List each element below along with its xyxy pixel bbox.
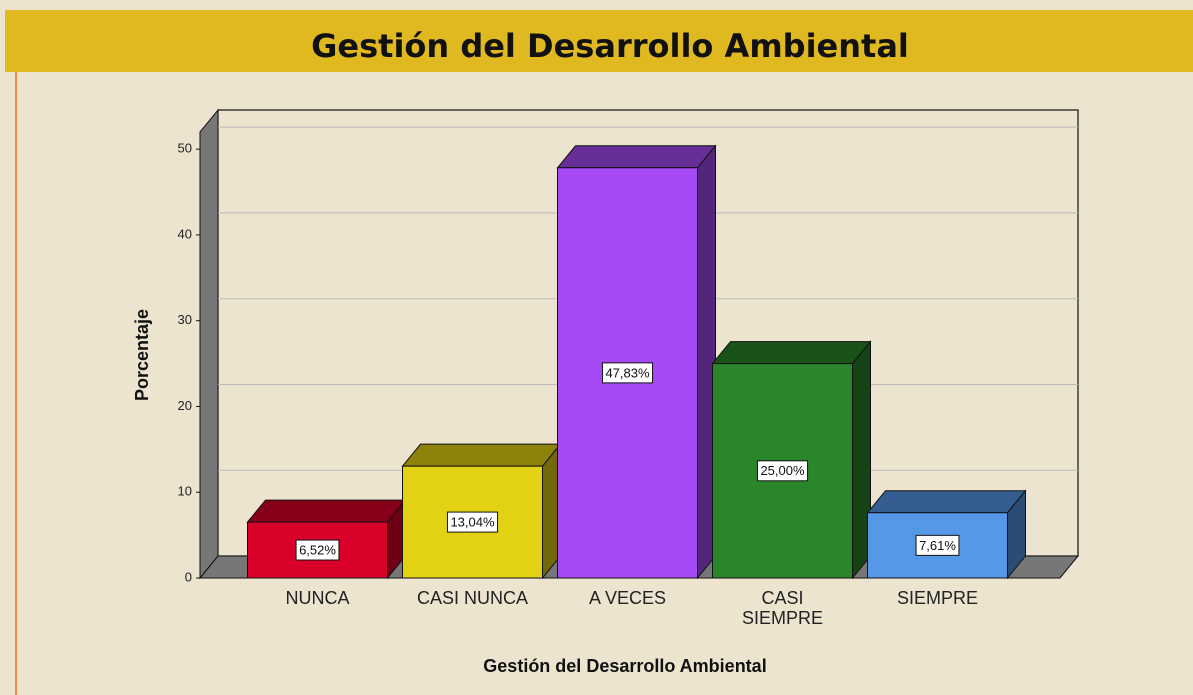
x-tick-label-box: A VECES [588, 588, 667, 608]
x-tick-label-box: CASI NUNCA [416, 588, 528, 608]
value-label-box [601, 362, 654, 384]
x-tick-label: CASI SIEMPRE [741, 588, 824, 628]
bar-top [711, 341, 872, 365]
bar-top [246, 499, 407, 523]
bar-3d: 13,04% [401, 442, 562, 580]
x-tick-label: NUNCA [285, 588, 350, 608]
value-label: 7,61% [919, 538, 956, 553]
bar-top [401, 443, 562, 467]
chart-title: Gestión del Desarrollo Ambiental [311, 27, 909, 65]
value-label-box [446, 511, 499, 533]
x-tick-label-box: NUNCA [285, 588, 350, 608]
bar-3d: 7,61% [866, 489, 1027, 580]
bar-3d: 6,52% [246, 498, 407, 580]
y-tick-label: 40 [178, 226, 192, 241]
left-wall [199, 108, 219, 580]
value-label-box [915, 534, 960, 556]
y-tick-label: 30 [178, 312, 192, 327]
bar-3d: 47,83% [556, 144, 717, 580]
y-tick-label: 50 [178, 141, 192, 156]
value-label: 47,83% [605, 365, 650, 380]
x-tick-label: A VECES [588, 588, 667, 608]
y-tick-label: 10 [178, 484, 192, 499]
x-tick-label-box: SIEMPRE [896, 588, 979, 608]
value-label: 13,04% [450, 515, 495, 530]
bar-top [866, 490, 1027, 514]
bar-top [556, 145, 717, 169]
value-label: 6,52% [299, 542, 336, 557]
y-axis-label: Porcentaje [132, 309, 152, 401]
value-label-box [756, 460, 809, 482]
x-tick-label-box: CASI SIEMPRE [741, 588, 824, 628]
bar-3d: 25,00% [711, 340, 872, 580]
x-tick-label: CASI NUNCA [416, 588, 528, 608]
x-axis-label: Gestión del Desarrollo Ambiental [483, 656, 766, 676]
y-tick-label: 0 [185, 569, 192, 584]
x-tick-label: SIEMPRE [896, 588, 979, 608]
y-tick-label: 20 [178, 398, 192, 413]
title-banner [5, 10, 1193, 72]
value-label-box [295, 539, 340, 561]
value-label: 25,00% [760, 463, 805, 478]
